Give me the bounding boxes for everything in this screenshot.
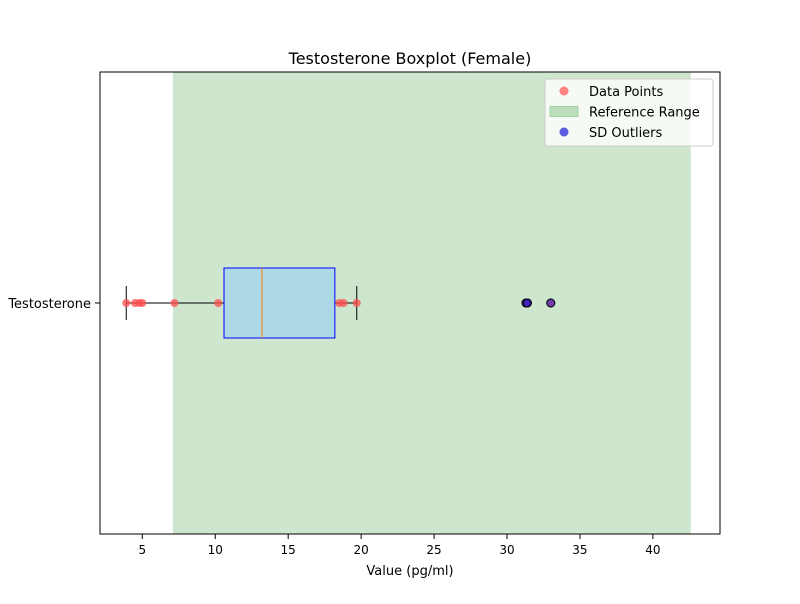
data-point-0 [122, 299, 131, 307]
legend-swatch-2 [559, 127, 569, 137]
data-point-7 [339, 299, 348, 307]
sd-outlier-1 [522, 298, 532, 308]
data-point-3 [138, 299, 147, 307]
legend-label-1: Reference Range [589, 106, 700, 121]
legend-swatch-0 [559, 86, 569, 96]
x-axis-label: Value (pg/ml) [366, 564, 453, 579]
x-tick-label-4: 25 [426, 543, 441, 557]
x-tick-label-6: 35 [572, 543, 587, 557]
y-category-label-0: Testosterone [7, 297, 91, 312]
legend-box [544, 78, 714, 147]
chart-title: Testosterone Boxplot (Female) [288, 49, 532, 68]
plot-area: 5 10 15 20 25 30 35 40 Testosterone Data Points Re… [7, 71, 721, 557]
box-iqr [223, 267, 336, 339]
x-tick-label-2: 15 [281, 543, 296, 557]
data-point-4 [170, 299, 179, 307]
x-tick-label-3: 20 [353, 543, 368, 557]
x-tick-label-0: 5 [138, 543, 146, 557]
sd-outlier-2 [546, 298, 556, 308]
legend-label-2: SD Outliers [589, 126, 663, 141]
data-point-5 [214, 299, 223, 307]
data-point-8 [352, 299, 361, 307]
x-tick-label-5: 30 [499, 543, 514, 557]
x-tick-label-7: 40 [645, 543, 660, 557]
legend-label-0: Data Points [589, 85, 663, 100]
x-tick-label-1: 10 [208, 543, 223, 557]
legend-swatch-1 [549, 106, 579, 117]
